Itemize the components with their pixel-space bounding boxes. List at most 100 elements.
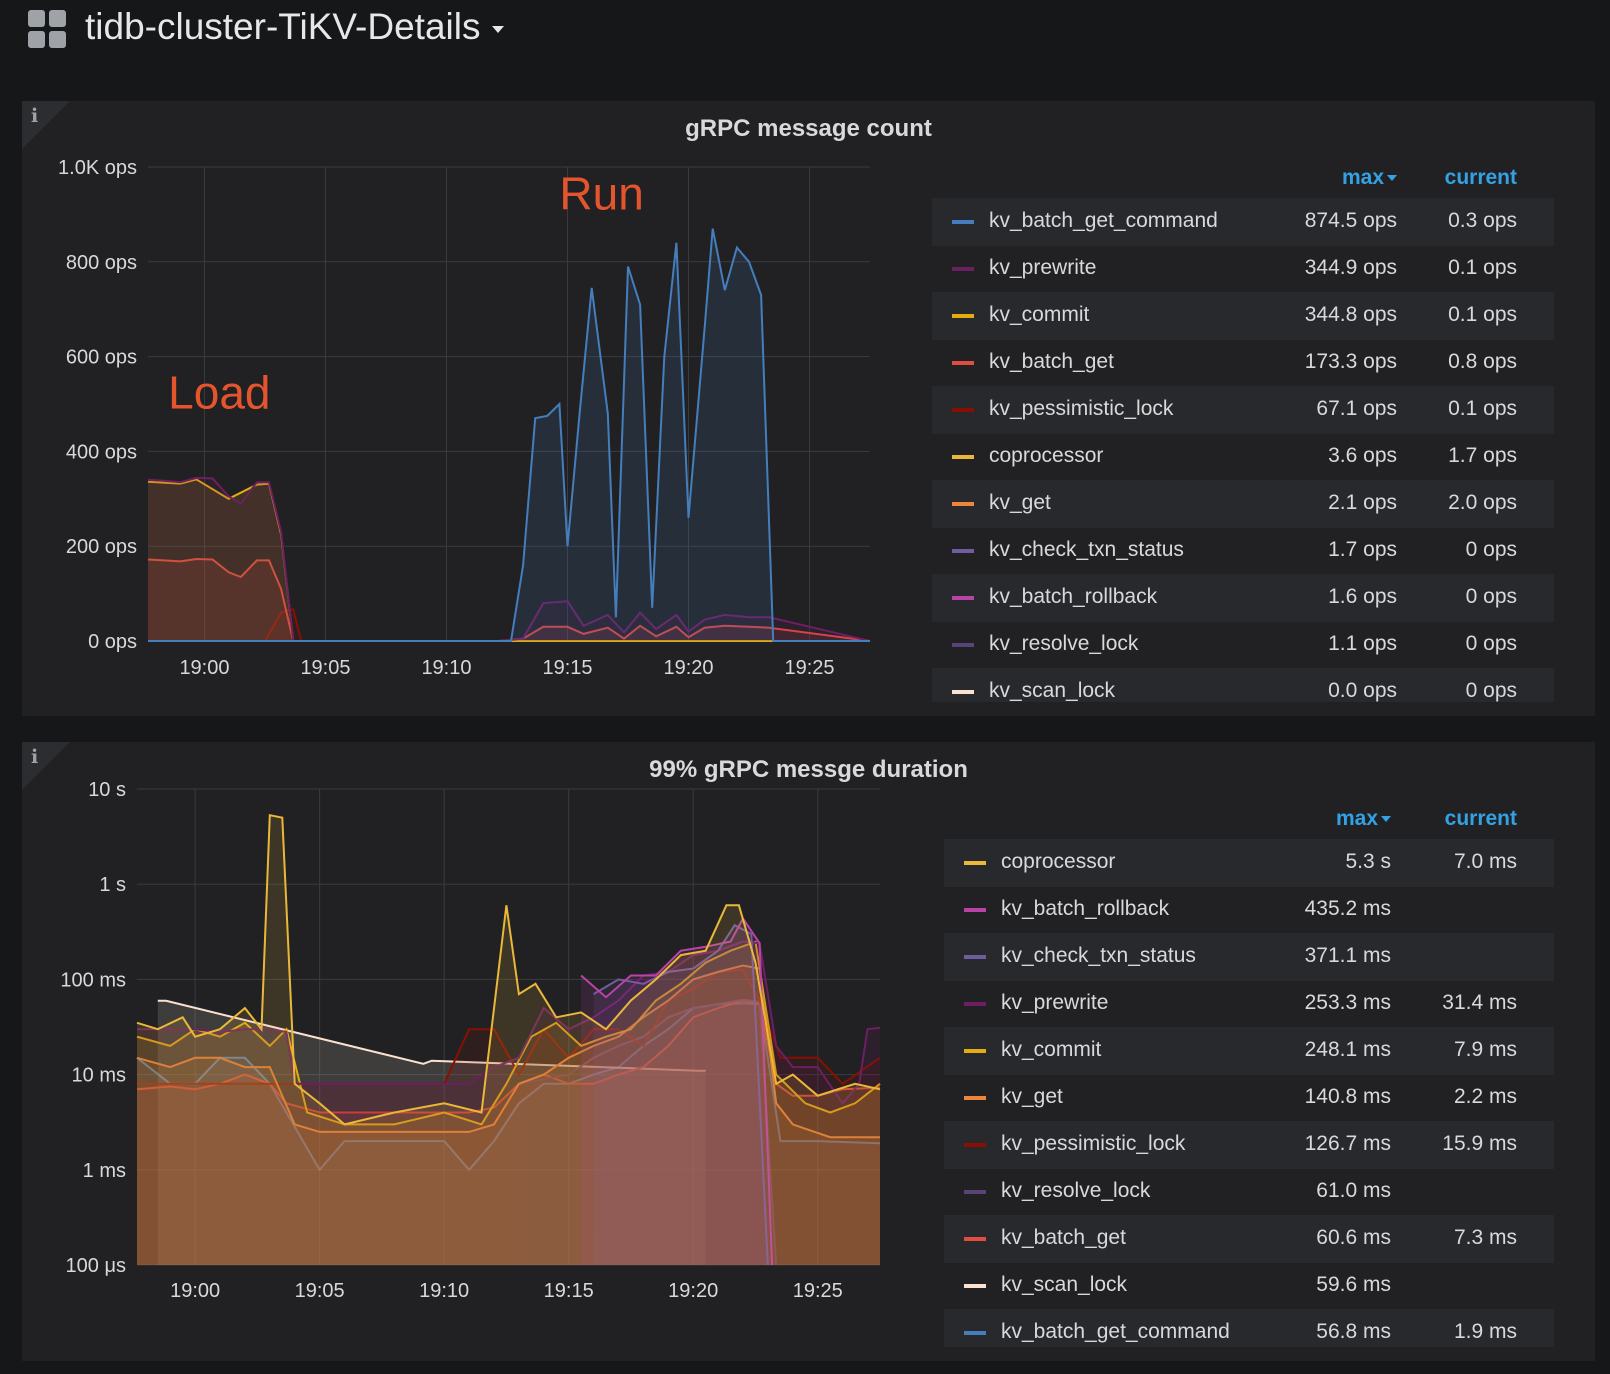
series-color-swatch[interactable] <box>952 408 974 412</box>
series-max-value: 248.1 ms <box>1304 1038 1391 1061</box>
series-color-swatch[interactable] <box>952 643 974 647</box>
y-tick-label: 100 μs <box>66 1255 126 1277</box>
series-name[interactable]: kv_batch_get <box>989 350 1114 373</box>
series-max-value: 253.3 ms <box>1304 991 1391 1014</box>
legend-row[interactable]: kv_resolve_lock 1.1 ops 0 ops <box>932 621 1554 669</box>
series-current-value: 2.2 ms <box>1453 1085 1517 1108</box>
legend-row[interactable]: kv_batch_get_command 56.8 ms 1.9 ms <box>944 1309 1554 1347</box>
series-color-swatch[interactable] <box>964 861 986 865</box>
chevron-down-icon[interactable] <box>492 25 505 33</box>
legend-row[interactable]: kv_resolve_lock 61.0 ms <box>944 1168 1554 1216</box>
legend-max-header[interactable]: max <box>944 807 1391 831</box>
series-current-value: 31.4 ms <box>1442 991 1517 1014</box>
legend-max-header[interactable]: max <box>932 166 1397 190</box>
legend-current-header[interactable]: current <box>1444 166 1517 189</box>
series-name[interactable]: coprocessor <box>989 444 1104 467</box>
series-name[interactable]: coprocessor <box>1001 850 1116 873</box>
x-tick-label: 19:25 <box>784 657 834 679</box>
series-color-swatch[interactable] <box>964 1237 986 1241</box>
series-name[interactable]: kv_scan_lock <box>1001 1273 1128 1296</box>
series-current-value: 0.1 ops <box>1448 256 1517 279</box>
legend-row[interactable]: kv_get 2.1 ops 2.0 ops <box>932 480 1554 528</box>
series-name[interactable]: kv_commit <box>1001 1038 1102 1061</box>
panel-info-corner <box>22 742 70 790</box>
series-color-swatch[interactable] <box>964 1190 986 1194</box>
y-tick-label: 10 ms <box>72 1065 126 1087</box>
series-name[interactable]: kv_prewrite <box>989 256 1097 279</box>
y-tick-label: 800 ops <box>66 252 137 274</box>
info-icon[interactable]: i <box>31 746 39 768</box>
legend-row[interactable]: kv_check_txn_status 1.7 ops 0 ops <box>932 527 1554 575</box>
series-color-swatch[interactable] <box>952 361 974 365</box>
legend-row[interactable]: kv_batch_rollback 435.2 ms <box>944 886 1554 934</box>
dashboard-title[interactable]: tidb-cluster-TiKV-Details <box>85 6 505 48</box>
series-color-swatch[interactable] <box>964 1143 986 1147</box>
series-color-swatch[interactable] <box>964 908 986 912</box>
series-color-swatch[interactable] <box>964 1002 986 1006</box>
panel-title[interactable]: gRPC message count <box>685 115 932 142</box>
series-color-swatch[interactable] <box>964 1096 986 1100</box>
legend-row[interactable]: kv_batch_get 173.3 ops 0.8 ops <box>932 339 1554 387</box>
series-name[interactable]: kv_pessimistic_lock <box>1001 1132 1186 1155</box>
legend-row[interactable]: kv_get 140.8 ms 2.2 ms <box>944 1074 1554 1122</box>
legend-row[interactable]: kv_pessimistic_lock 126.7 ms 15.9 ms <box>944 1121 1554 1169</box>
legend-row[interactable]: coprocessor 5.3 s 7.0 ms <box>944 839 1554 887</box>
series-name[interactable]: kv_pessimistic_lock <box>989 397 1174 420</box>
series-color-swatch[interactable] <box>952 596 974 600</box>
series-color-swatch[interactable] <box>952 267 974 271</box>
series-name[interactable]: kv_prewrite <box>1001 991 1109 1014</box>
series-name[interactable]: kv_scan_lock <box>989 679 1116 702</box>
y-tick-label: 10 s <box>88 779 126 801</box>
chart-annotation: Run <box>559 168 643 220</box>
series-color-swatch[interactable] <box>964 1331 986 1335</box>
series-name[interactable]: kv_batch_get_command <box>989 209 1218 232</box>
legend-row[interactable]: kv_scan_lock 0.0 ops 0 ops <box>932 668 1554 702</box>
series-line <box>147 557 871 642</box>
series-name[interactable]: kv_batch_rollback <box>1001 897 1170 920</box>
dashboard-apps-icon[interactable] <box>28 10 66 48</box>
series-color-swatch[interactable] <box>952 502 974 506</box>
chart-annotation: Load <box>168 367 270 419</box>
series-area <box>148 559 870 641</box>
legend-row[interactable]: kv_batch_get 60.6 ms 7.3 ms <box>944 1215 1554 1263</box>
legend-row[interactable]: coprocessor 3.6 ops 1.7 ops <box>932 433 1554 481</box>
series-name[interactable]: kv_get <box>1001 1085 1063 1108</box>
series-current-value: 1.9 ms <box>1453 1320 1517 1343</box>
series-name[interactable]: kv_get <box>989 491 1051 514</box>
series-color-swatch[interactable] <box>952 549 974 553</box>
info-icon[interactable]: i <box>31 105 39 127</box>
series-name[interactable]: kv_batch_rollback <box>989 585 1158 608</box>
series-color-swatch[interactable] <box>964 1284 986 1288</box>
series-color-swatch[interactable] <box>964 955 986 959</box>
series-max-value: 2.1 ops <box>1328 491 1397 514</box>
series-name[interactable]: kv_check_txn_status <box>1001 944 1196 967</box>
series-max-value: 3.6 ops <box>1328 444 1397 467</box>
series-name[interactable]: kv_batch_get_command <box>1001 1320 1230 1343</box>
panel-title[interactable]: 99% gRPC messge duration <box>649 756 968 783</box>
series-name[interactable]: kv_resolve_lock <box>1001 1179 1151 1202</box>
series-name[interactable]: kv_resolve_lock <box>989 632 1139 655</box>
legend-row[interactable]: kv_batch_get_command 874.5 ops 0.3 ops <box>932 198 1554 246</box>
legend-row[interactable]: kv_check_txn_status 371.1 ms <box>944 933 1554 981</box>
series-color-swatch[interactable] <box>964 1049 986 1053</box>
series-area <box>518 999 777 1265</box>
series-name[interactable]: kv_commit <box>989 303 1090 326</box>
series-color-swatch[interactable] <box>952 690 974 694</box>
series-name[interactable]: kv_batch_get <box>1001 1226 1126 1249</box>
legend-row[interactable]: kv_batch_rollback 1.6 ops 0 ops <box>932 574 1554 622</box>
legend-row[interactable]: kv_prewrite 253.3 ms 31.4 ms <box>944 980 1554 1028</box>
legend-current-header[interactable]: current <box>1444 807 1517 830</box>
grpc-message-duration-legend: max current coprocessor 5.3 s 7.0 ms kv_batch… <box>944 807 1554 1347</box>
series-current-value: 7.9 ms <box>1453 1038 1517 1061</box>
series-area <box>137 1000 880 1265</box>
legend-row[interactable]: kv_pessimistic_lock 67.1 ops 0.1 ops <box>932 386 1554 434</box>
x-tick-label: 19:05 <box>295 1280 345 1302</box>
series-color-swatch[interactable] <box>952 455 974 459</box>
series-color-swatch[interactable] <box>952 314 974 318</box>
legend-row[interactable]: kv_commit 248.1 ms 7.9 ms <box>944 1027 1554 1075</box>
legend-row[interactable]: kv_prewrite 344.9 ops 0.1 ops <box>932 245 1554 293</box>
series-color-swatch[interactable] <box>952 220 974 224</box>
legend-row[interactable]: kv_scan_lock 59.6 ms <box>944 1262 1554 1310</box>
series-name[interactable]: kv_check_txn_status <box>989 538 1184 561</box>
legend-row[interactable]: kv_commit 344.8 ops 0.1 ops <box>932 292 1554 340</box>
